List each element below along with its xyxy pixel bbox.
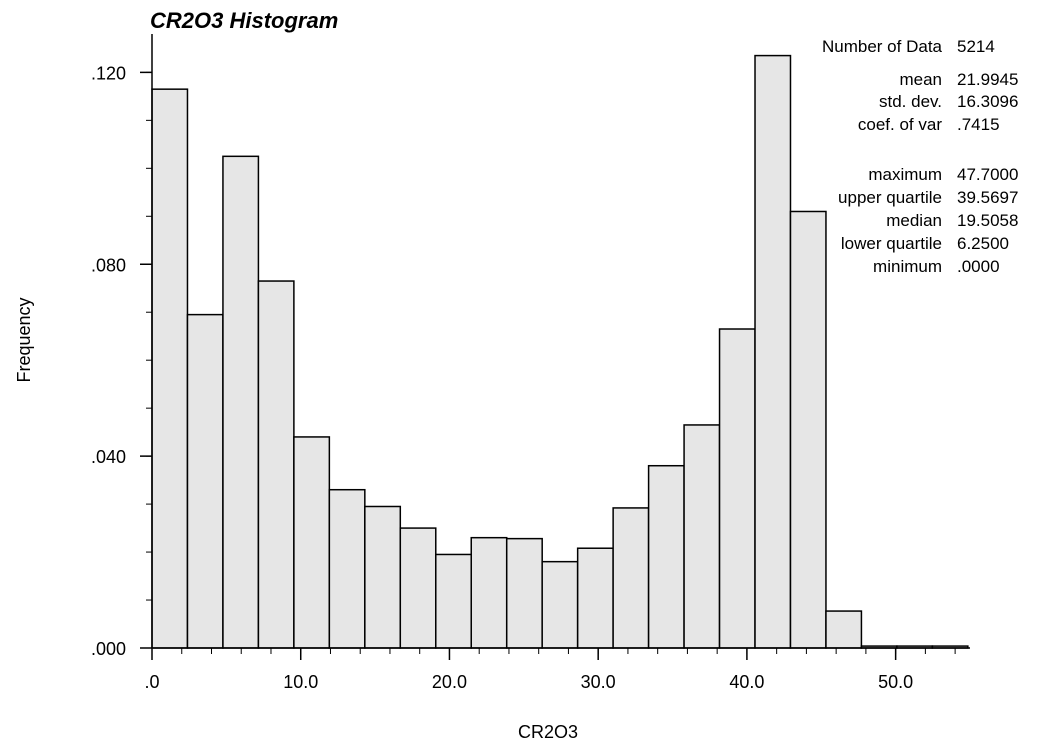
histogram-bar <box>789 210 827 649</box>
stat-value: 47.7000 <box>957 165 1018 184</box>
y-tick-label: .080 <box>91 255 126 275</box>
histogram-bar <box>470 536 508 649</box>
histogram-bar <box>186 313 224 649</box>
x-tick-label: 50.0 <box>878 672 913 692</box>
y-tick-label: .120 <box>91 63 126 83</box>
histogram-bar <box>505 537 543 649</box>
stat-label: mean <box>899 70 942 89</box>
stat-value: 6.2500 <box>957 234 1009 253</box>
histogram-bar <box>222 155 260 649</box>
x-tick-label: .0 <box>144 672 159 692</box>
histogram-bar <box>399 527 437 649</box>
stat-value: .0000 <box>957 257 1000 276</box>
chart-title: CR2O3 Histogram <box>150 8 338 33</box>
stat-label: coef. of var <box>858 115 942 134</box>
x-tick-label: 40.0 <box>729 672 764 692</box>
stat-value: 5214 <box>957 37 995 56</box>
histogram-bar <box>364 505 402 649</box>
axes-group: .000 .040 .080 .120 .0 10.0 20.0 30.0 40.0 50.0 <box>91 34 970 692</box>
histogram-bar <box>257 280 295 649</box>
x-tick-label: 10.0 <box>283 672 318 692</box>
stat-value: 39.5697 <box>957 188 1018 207</box>
statistics-panel: Number of Data 5214 mean 21.9945 std. dev. 16… <box>822 37 1018 276</box>
histogram-bar <box>435 553 472 649</box>
histogram-bar <box>576 547 614 649</box>
x-axis-label: CR2O3 <box>518 722 578 742</box>
x-tick-label: 20.0 <box>432 672 467 692</box>
stat-label: minimum <box>873 257 942 276</box>
histogram-bar <box>825 610 863 649</box>
stat-label: upper quartile <box>838 188 942 207</box>
histogram-bar <box>151 88 189 649</box>
stat-value: 16.3096 <box>957 92 1018 111</box>
stat-label: median <box>886 211 942 230</box>
x-tick-label: 30.0 <box>581 672 616 692</box>
y-tick-label: .000 <box>91 639 126 659</box>
stat-value: 21.9945 <box>957 70 1018 89</box>
stat-label: maximum <box>868 165 942 184</box>
histogram-bar <box>754 54 792 649</box>
y-axis-label: Frequency <box>14 297 34 382</box>
histogram-bar <box>647 464 685 649</box>
histogram-bar <box>718 328 756 649</box>
stat-label: Number of Data <box>822 37 943 56</box>
histogram-bar <box>541 560 579 649</box>
histogram-bar <box>328 488 366 649</box>
bars-group <box>151 54 969 649</box>
histogram-bar <box>683 424 721 649</box>
stat-value: .7415 <box>957 115 1000 134</box>
histogram-bar <box>612 507 650 649</box>
stat-label: std. dev. <box>879 92 942 111</box>
histogram-bar <box>293 436 331 649</box>
stat-value: 19.5058 <box>957 211 1018 230</box>
y-tick-label: .040 <box>91 447 126 467</box>
stat-label: lower quartile <box>841 234 942 253</box>
